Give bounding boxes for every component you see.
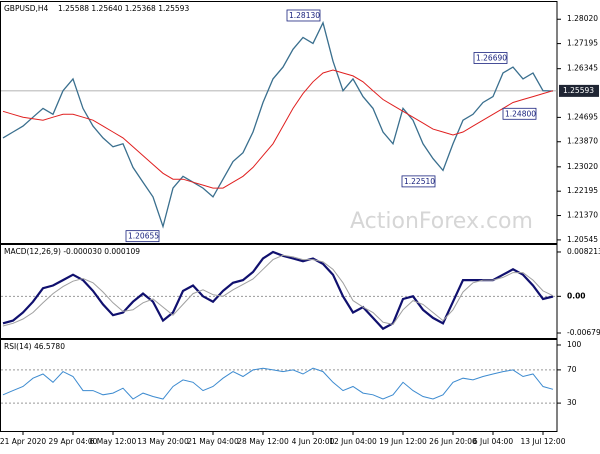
price-annotation: 1.24800 <box>505 109 536 118</box>
y-tick-label: 1.20545 <box>567 235 598 244</box>
y-tick-label: 70 <box>567 365 577 374</box>
price-annotation-box <box>286 9 321 22</box>
current-price-box <box>559 84 599 97</box>
x-tick-label: 12 Jun 04:00 <box>329 437 377 446</box>
x-tick-label: 21 May 04:00 <box>187 437 239 446</box>
x-tick-label: 26 Jun 20:00 <box>429 437 477 446</box>
price-annotation-box <box>401 175 436 188</box>
y-tick-label: 1.23020 <box>567 162 598 171</box>
current-price-label: 1.25593 <box>563 86 594 95</box>
price-annotation: 1.26690 <box>476 53 507 62</box>
x-tick-label: 6 Jul 04:00 <box>473 437 513 446</box>
price-annotation-box <box>125 230 160 243</box>
price-annotation: 1.20655 <box>128 232 159 241</box>
y-tick-label: -0.006796 <box>567 328 600 337</box>
price-annotation-box <box>473 52 508 64</box>
x-tick-label: 6 May 12:00 <box>90 437 137 446</box>
y-tick-label: 30 <box>567 398 577 407</box>
panel-title: RSI(14) 46.5780 <box>4 342 65 351</box>
panel-frame <box>0 1 558 244</box>
series-line <box>2 254 554 327</box>
series-line <box>2 250 554 331</box>
series-line <box>2 69 554 189</box>
panel-frame <box>0 244 558 339</box>
y-tick-label: 100 <box>567 340 582 349</box>
panel-frame <box>0 339 558 432</box>
x-tick-label: 13 Jul 12:00 <box>521 437 566 446</box>
price-annotation: 1.28130 <box>289 11 320 20</box>
price-annotation-box <box>502 107 537 120</box>
series-line <box>2 367 554 400</box>
y-tick-label: 1.23870 <box>567 137 598 146</box>
y-tick-label: 1.24695 <box>567 112 598 121</box>
x-tick-label: 13 May 20:00 <box>137 437 189 446</box>
series-line <box>2 20 554 229</box>
x-tick-label: 29 Apr 04:00 <box>49 437 98 446</box>
y-tick-label: 0.008213 <box>567 247 600 256</box>
y-tick-label: 1.21370 <box>567 211 598 220</box>
price-annotation: 1.22510 <box>404 177 435 186</box>
y-tick-label: 1.28020 <box>567 14 598 23</box>
ohlc: 1.25588 1.25640 1.25368 1.25593 <box>58 4 189 13</box>
x-tick-label: 21 Apr 2020 <box>0 437 46 446</box>
y-tick-label: 0.00 <box>567 291 586 300</box>
y-tick-label: 1.27195 <box>567 39 598 48</box>
watermark: ActionForex.com <box>350 209 533 234</box>
panel-title: MACD(12,26,9) -0.000030 0.000109 <box>4 247 140 256</box>
symbol: GBPUSD,H4 <box>4 4 49 13</box>
x-tick-label: 4 Jun 20:00 <box>292 437 335 446</box>
x-tick-label: 19 Jun 12:00 <box>379 437 427 446</box>
x-tick-label: 28 May 12:00 <box>237 437 289 446</box>
y-tick-label: 1.22195 <box>567 186 598 195</box>
y-tick-label: 1.26345 <box>567 64 598 73</box>
